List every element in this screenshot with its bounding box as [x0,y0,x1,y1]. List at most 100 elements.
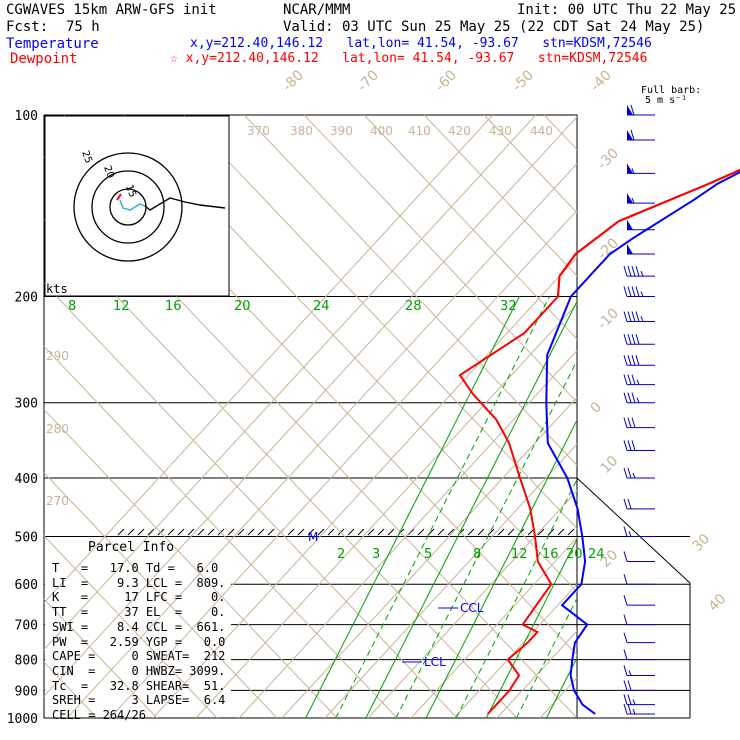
barb-half [640,270,644,277]
barb-flag [623,467,628,479]
theta-line [724,115,740,718]
barb-flag [627,334,632,345]
theta-tick-label: 370 [247,124,270,138]
mixing-ratio-lines [305,296,577,718]
legend-dewpoint: Dewpoint [10,51,78,67]
barb-half [636,379,640,385]
barb-flag [635,286,640,297]
theta-tick-label: 410 [408,124,431,138]
wind-barb [623,680,655,691]
theta-tick-label: 270 [46,494,69,508]
theta-line [604,115,740,718]
theta-line [44,282,458,718]
init-time: Init: 00 UTC Thu 22 May 25 [517,2,737,18]
barb-frame [576,477,691,584]
theta-line [44,345,398,718]
barb-flag [623,551,628,562]
barb-flag [627,498,632,510]
barb-flag [631,334,636,345]
barb-flag [627,703,632,715]
plot-frame [43,114,578,719]
barb-flag [623,703,628,715]
wind-barb [623,551,655,562]
hatch-mark [507,528,515,536]
theta-tick-label: 280 [46,422,69,436]
barb-flag [623,574,628,585]
isotherm-tick-label: 0 [588,399,606,417]
pressure-tick-label: 600 [15,578,38,593]
isotherm-line [66,162,577,718]
isotherm-tick-label: -60 [433,67,460,94]
barb-flag [623,286,628,297]
wind-barb [627,219,655,231]
wind-barb [623,703,655,715]
barb-half [628,670,632,676]
hatch-mark [297,528,305,536]
hatch-mark [447,528,455,536]
isotherm-tick-label: -80 [280,67,307,94]
barb-flag [631,311,636,322]
hatch-mark [147,528,155,536]
barb-flag [635,311,640,322]
wind-barb [623,467,655,479]
parcel-info-row: CIN = 0 HWBZ= 3099. [52,663,226,678]
isotherm-line [44,116,577,697]
barb-half [631,197,635,204]
barb-flag [623,440,628,451]
barb-flag [630,129,635,141]
isotherm-tick-label: -50 [510,67,537,94]
hatch-mark [377,528,385,536]
source-label: NCAR/MMM [283,2,351,18]
hatch-mark [287,528,295,536]
parcel-info-row: Tc = 32.8 SHEAR= 51. [52,678,226,693]
theta-line [183,115,577,530]
barb-flag [623,417,628,428]
barb-note: Full barb: [641,85,702,96]
temperature-line [545,171,740,715]
hodograph-storm-motion [116,193,122,201]
pressure-tick-label: 200 [15,291,38,306]
mixing-ratio-label: 12 [113,299,130,314]
barb-flag [627,265,632,277]
isotherm-line [583,115,740,718]
theta-line [44,408,338,718]
mixing-ratio-label: 12 [511,547,528,562]
hatch-mark [257,528,265,536]
hatch-mark [327,528,335,536]
pressure-tick-label: 300 [15,397,38,412]
hatch-mark [337,528,345,536]
dewpoint-location: ☆ x,y=212.40,146.12 lat,lon= 41.54, -93.… [170,51,648,66]
barb-flag [623,355,628,366]
barb-flag [627,355,632,366]
hodograph-trace [144,197,226,211]
isotherm-tick-label: -70 [355,67,382,94]
hatch-mark [217,528,225,536]
barb-flag [627,374,632,385]
parcel-info-row: T = 17.0 Td = 6.0 [52,561,219,575]
wind-barbs [623,104,655,715]
hatch-mark [137,528,145,536]
theta-line [44,472,278,718]
mixing-ratio-label: 24 [588,547,605,562]
barb-flag [623,665,628,676]
isotherm-tick-label: 30 [690,531,714,555]
wind-barb [623,392,655,404]
hatch-mark [237,528,245,536]
mixing-ratio-label: 20 [566,547,583,562]
isotherm-tick-label: -40 [588,67,615,94]
theta-tick-label: 380 [290,124,313,138]
hatch-mark [247,528,255,536]
hatch-mark [557,528,565,536]
mixing-ratio-line [395,359,577,718]
wind-barb [627,193,655,204]
barb-flag [635,334,640,345]
wind-barb [627,129,655,141]
isotherm-line [669,115,740,718]
wind-barb [627,243,655,255]
wind-barb [623,694,655,706]
model-title: CGWAVES 15km ARW-GFS init [6,2,217,18]
barb-flag [631,440,636,451]
theta-line [243,115,577,467]
isotherm-line [195,303,577,718]
mixing-ratio-label: 2 [337,547,345,562]
